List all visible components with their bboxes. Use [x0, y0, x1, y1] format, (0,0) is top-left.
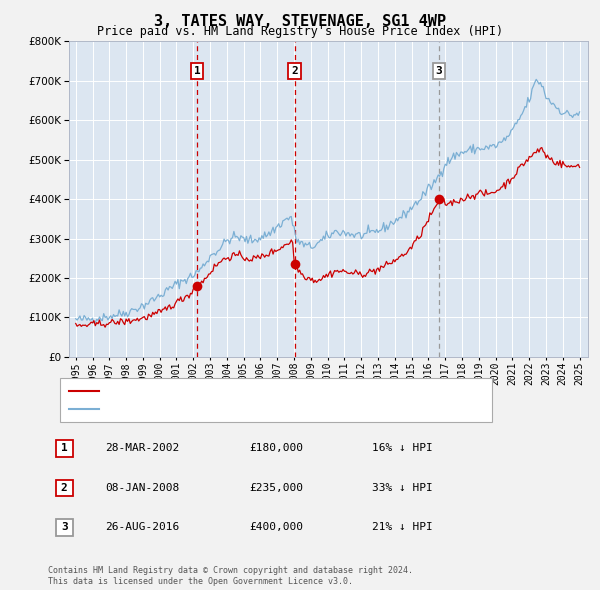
Text: Contains HM Land Registry data © Crown copyright and database right 2024.: Contains HM Land Registry data © Crown c… [48, 566, 413, 575]
Text: 3, TATES WAY, STEVENAGE, SG1 4WP: 3, TATES WAY, STEVENAGE, SG1 4WP [154, 14, 446, 28]
Text: 08-JAN-2008: 08-JAN-2008 [105, 483, 179, 493]
Text: 3: 3 [436, 66, 443, 76]
Text: 28-MAR-2002: 28-MAR-2002 [105, 444, 179, 453]
Text: 21% ↓ HPI: 21% ↓ HPI [372, 523, 433, 532]
Text: 2: 2 [291, 66, 298, 76]
Text: £235,000: £235,000 [249, 483, 303, 493]
Text: 16% ↓ HPI: 16% ↓ HPI [372, 444, 433, 453]
Text: 26-AUG-2016: 26-AUG-2016 [105, 523, 179, 532]
Text: 33% ↓ HPI: 33% ↓ HPI [372, 483, 433, 493]
Text: 3, TATES WAY, STEVENAGE, SG1 4WP (detached house): 3, TATES WAY, STEVENAGE, SG1 4WP (detach… [105, 386, 411, 396]
Text: HPI: Average price, detached house, Stevenage: HPI: Average price, detached house, Stev… [105, 405, 386, 414]
Text: £180,000: £180,000 [249, 444, 303, 453]
Text: 1: 1 [61, 444, 68, 453]
Text: 2: 2 [61, 483, 68, 493]
Text: Price paid vs. HM Land Registry's House Price Index (HPI): Price paid vs. HM Land Registry's House … [97, 25, 503, 38]
Text: 3: 3 [61, 523, 68, 532]
Text: 1: 1 [194, 66, 200, 76]
Text: This data is licensed under the Open Government Licence v3.0.: This data is licensed under the Open Gov… [48, 577, 353, 586]
Text: £400,000: £400,000 [249, 523, 303, 532]
